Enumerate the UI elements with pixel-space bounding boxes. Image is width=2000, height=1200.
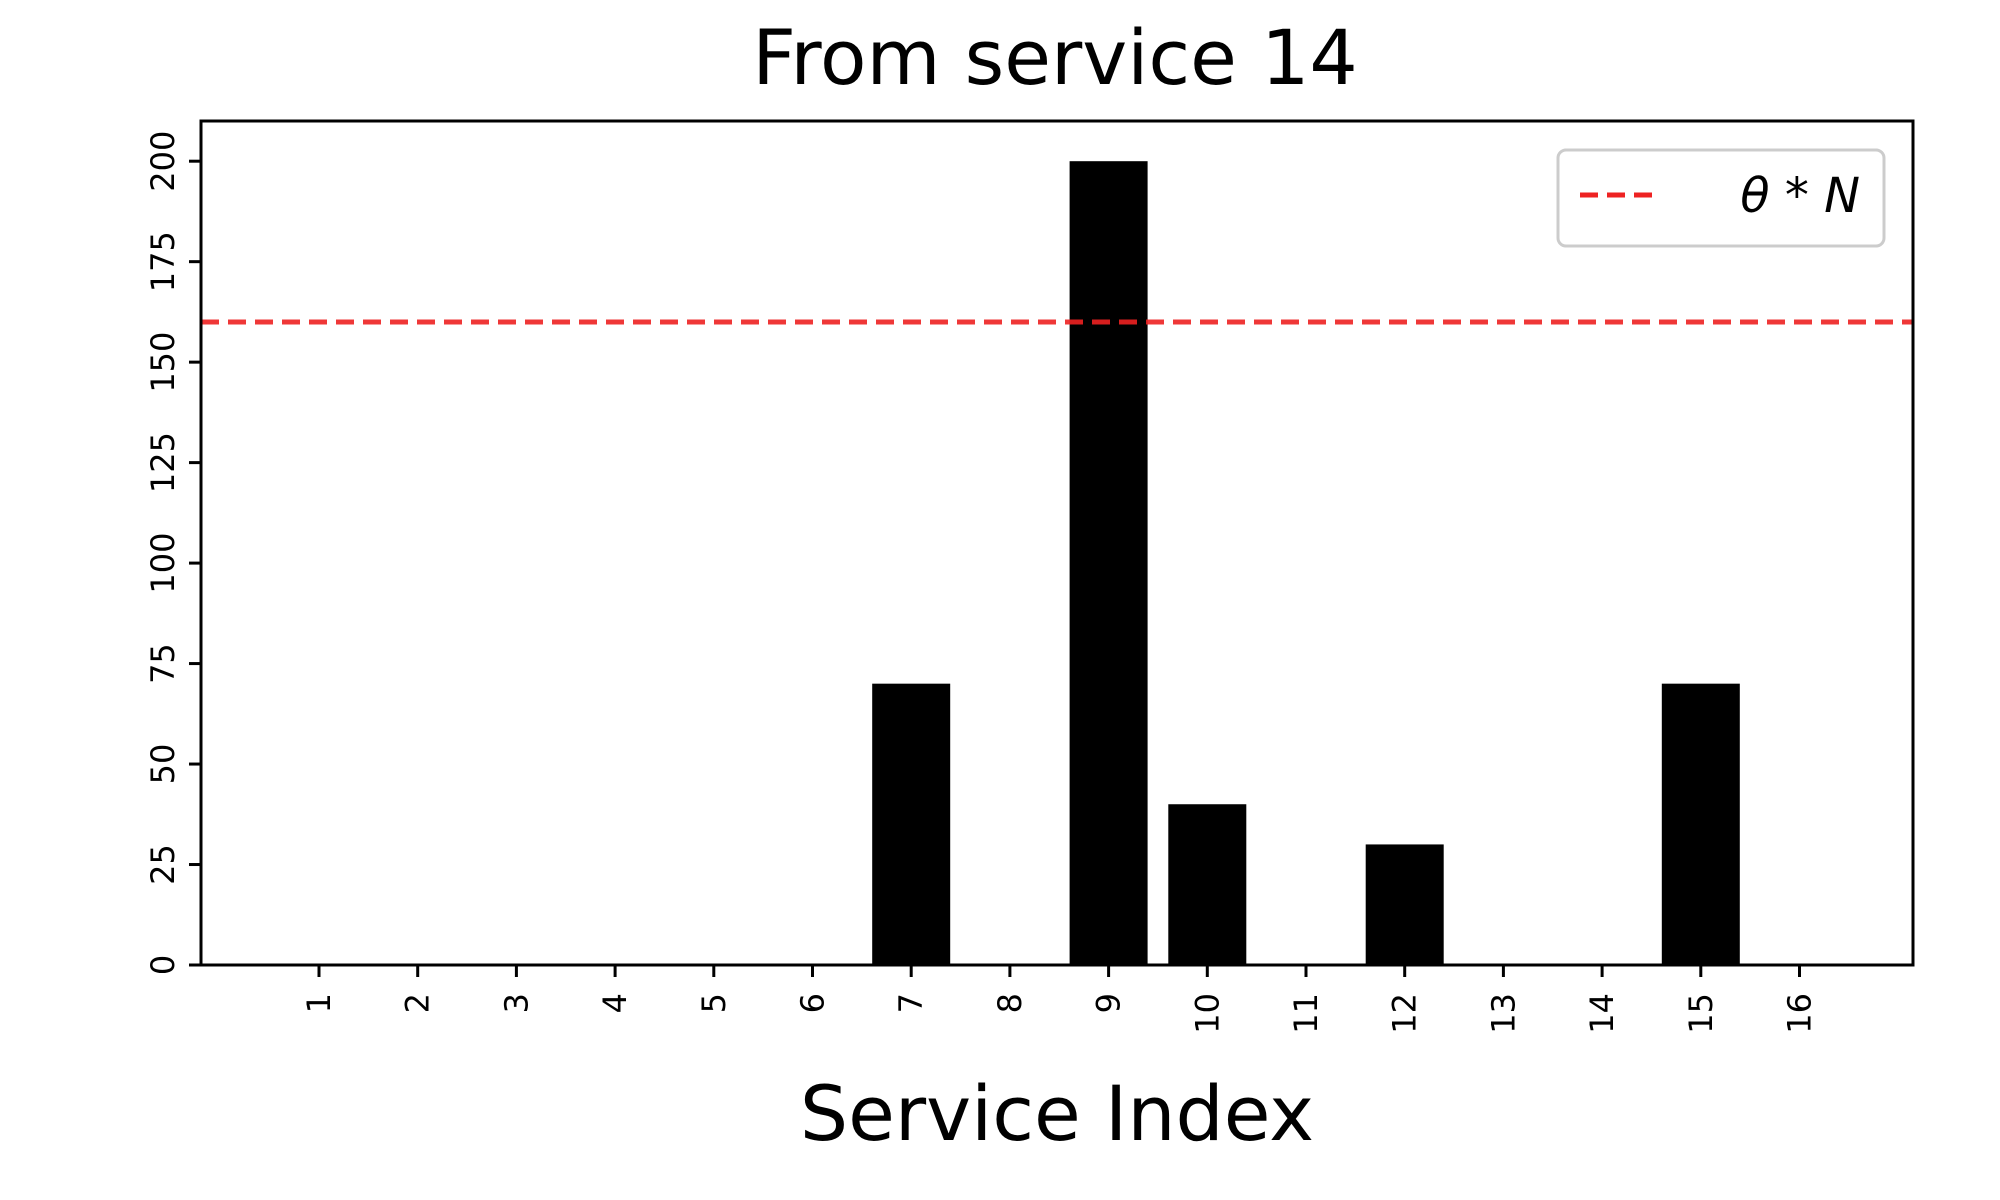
bar-15: [1661, 683, 1740, 965]
x-tick-label-4: 4: [596, 993, 634, 1013]
bar-7: [872, 683, 951, 965]
x-tick-label-7: 7: [892, 993, 930, 1013]
x-tick-label-14: 14: [1583, 993, 1621, 1034]
y-tick-label-50: 50: [144, 744, 182, 785]
bar-12: [1365, 844, 1444, 965]
y-tick-label-150: 150: [144, 332, 182, 393]
x-tick-label-12: 12: [1386, 993, 1424, 1034]
x-tick-label-1: 1: [300, 993, 338, 1013]
y-tick-label-0: 0: [144, 955, 182, 975]
x-axis-label: Service Index: [800, 1069, 1314, 1158]
x-tick-label-2: 2: [399, 993, 437, 1013]
plot-frame: [199, 119, 1915, 967]
x-tick-label-11: 11: [1287, 993, 1325, 1034]
chart-title: From service 14: [752, 13, 1358, 102]
x-tick-label-3: 3: [497, 993, 535, 1013]
bar-9: [1069, 161, 1148, 965]
legend-threshold-label: θ * N: [1740, 168, 1860, 224]
y-tick-label-125: 125: [144, 432, 182, 493]
bars-group: [872, 161, 1740, 965]
x-tick-label-8: 8: [991, 993, 1029, 1013]
y-tick-label-175: 175: [144, 231, 182, 292]
bar-10: [1168, 804, 1247, 965]
x-tick-label-13: 13: [1484, 993, 1522, 1034]
x-tick-label-15: 15: [1682, 993, 1720, 1034]
x-tick-label-6: 6: [794, 993, 832, 1013]
y-tick-label-25: 25: [144, 844, 182, 885]
x-axis: 1 2 3 4 5 6 7 8 9 10 11 12 13 14 15 16: [300, 965, 1819, 1034]
x-tick-label-9: 9: [1090, 993, 1128, 1013]
legend: θ * N: [1556, 148, 1886, 248]
y-tick-label-75: 75: [144, 643, 182, 684]
x-tick-label-10: 10: [1188, 993, 1226, 1034]
y-axis: 0 25 50 75 100 125 150 175 200: [144, 131, 201, 975]
legend-box: [1556, 148, 1886, 248]
y-tick-label-100: 100: [144, 533, 182, 594]
x-tick-label-16: 16: [1781, 993, 1819, 1034]
y-tick-label-200: 200: [144, 131, 182, 192]
x-tick-label-5: 5: [695, 993, 733, 1013]
